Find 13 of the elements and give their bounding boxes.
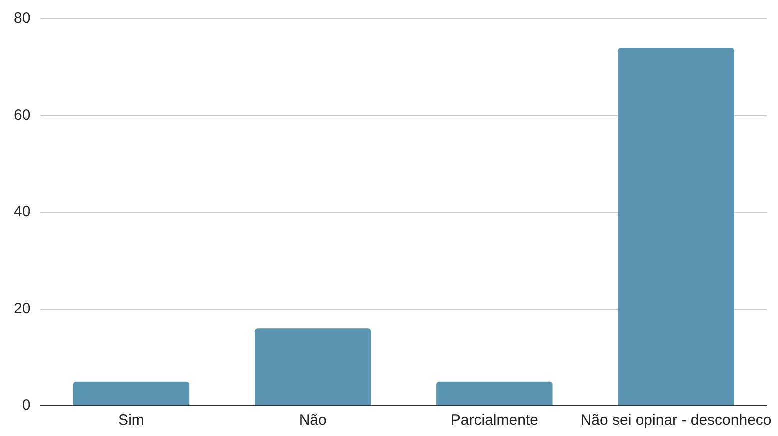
bar [436, 382, 553, 406]
x-tick-label: Não [299, 412, 327, 430]
x-tick-label: Não sei opinar - desconheco [580, 412, 772, 430]
bar [73, 382, 190, 406]
x-tick-label: Parcialmente [450, 412, 538, 430]
y-tick-label: 20 [14, 300, 31, 318]
bar [618, 48, 734, 406]
y-tick-label: 0 [22, 397, 31, 414]
x-tick-label: Sim [118, 412, 144, 430]
y-tick-label: 40 [14, 204, 31, 221]
y-tick-label: 60 [14, 106, 31, 124]
bar [254, 328, 372, 406]
y-tick-label: 80 [14, 10, 31, 28]
